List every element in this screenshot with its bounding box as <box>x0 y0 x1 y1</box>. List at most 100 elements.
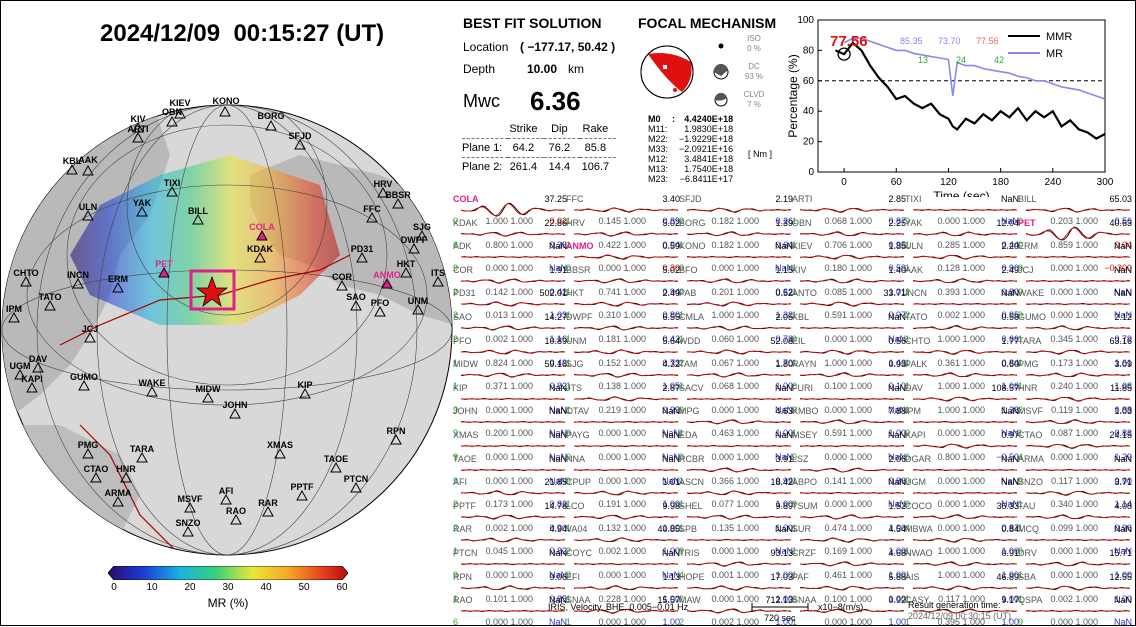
station-label-kip: KIP <box>297 380 312 390</box>
station-ratio: 1.16 <box>549 334 567 344</box>
station-waveform <box>1026 256 1130 259</box>
colorbar-tick: 50 <box>298 582 310 593</box>
station-weight: 1 <box>1018 334 1024 344</box>
plane-2-row: Plane 2: 261.4 14.4 106.7 <box>462 157 617 177</box>
station-code: COYC <box>566 548 593 558</box>
station-waveform <box>913 209 1017 212</box>
station-misfit: 0.101 1.000 <box>485 593 533 604</box>
station-panel: EIL 0.56 1 1.000 1.000 1.46 <box>792 336 906 368</box>
station-marker-pet <box>158 266 170 278</box>
station-misfit: 0.132 1.000 <box>598 522 646 533</box>
synthetic-trace <box>1026 256 1130 258</box>
amplitude-units: x10−8(m/s) <box>818 602 864 612</box>
station-code: RAYN <box>792 359 817 370</box>
station-code: EDA <box>679 430 698 440</box>
station-panel: EDA NaN 9 0.000 1.000 NaN <box>679 430 793 462</box>
top-value: 77.56 <box>976 36 999 46</box>
station-amplitude: 10.89 <box>544 335 567 346</box>
station-ratio: NaN <box>887 452 906 462</box>
station-code: MPG <box>679 406 700 417</box>
station-ratio: 0.86 <box>888 475 906 486</box>
station-panel: FURI NaN 9 0.000 1.000 NaN <box>792 383 906 415</box>
station-weight: 0 <box>566 263 572 274</box>
station-amplitude: 2.85 <box>888 194 906 204</box>
station-label-msvf: MSVF <box>177 494 203 504</box>
station-panel: KAPI 0.97 6 0.800 1.000 −0.50 <box>905 430 1019 462</box>
station-weight: 1 <box>792 263 798 274</box>
observed-trace <box>461 202 565 217</box>
station-ratio: 1.05 <box>662 381 680 392</box>
station-panel: RAYN 0.93 6 0.100 1.000 0.10 <box>792 359 906 391</box>
station-marker-snzo <box>182 525 194 537</box>
station-panel: LCO 9.98 1 0.132 1.000 1.00 <box>566 501 680 533</box>
station-label-kono: KONO <box>213 96 240 106</box>
depth-value: 10.00 <box>527 62 558 76</box>
station-amplitude: 15.57 <box>657 595 680 606</box>
station-amplitude: NaN <box>548 453 567 464</box>
station-ratio: 0.95 <box>1001 310 1019 321</box>
station-misfit: 0.393 1.000 <box>937 286 985 297</box>
station-misfit: 0.085 1.000 <box>824 286 872 297</box>
station-code: MSVF <box>1018 406 1044 417</box>
station-weight: 1 <box>905 570 911 580</box>
station-misfit: 1.000 1.000 <box>937 404 985 415</box>
station-label-ctao: CTAO <box>84 464 109 474</box>
station-code: SAO <box>453 312 473 322</box>
station-waveform <box>574 302 678 307</box>
station-code: SACV <box>679 382 704 393</box>
station-label-borg: BORG <box>258 111 285 121</box>
station-weight: 9 <box>679 452 685 462</box>
station-amplitude: NaN <box>1113 595 1132 606</box>
station-amplitude: NaN <box>661 430 680 440</box>
station-weight: 9 <box>1018 263 1024 274</box>
station-label-snzo: SNZO <box>175 518 200 528</box>
station-waveform <box>461 444 565 447</box>
station-weight: 9 <box>792 499 798 510</box>
station-waveform <box>1026 279 1130 282</box>
station-ratio: 1.00 <box>1114 593 1132 604</box>
station-marker-anmo <box>381 277 393 289</box>
station-misfit: 0.474 1.000 <box>824 522 872 533</box>
station-weight: 0 <box>453 216 459 226</box>
station-amplitude: 4.32 <box>662 359 680 370</box>
station-misfit: 0.000 1.000 <box>711 546 759 557</box>
station-panel: KIP NaN 9 0.000 1.000 NaN <box>453 383 567 415</box>
station-label-unm: UNM <box>408 296 429 306</box>
station-amplitude: 0.60 <box>1001 359 1019 370</box>
station-waveform <box>913 325 1017 330</box>
station-waveform <box>687 514 791 520</box>
station-waveform <box>461 325 565 331</box>
station-ratio: 0.42 <box>662 334 680 344</box>
tensor-row: M22: −1.9229E+18 <box>646 134 735 144</box>
synthetic-trace <box>913 303 1017 306</box>
station-ratio: 1.00 <box>775 522 793 533</box>
synthetic-trace <box>574 207 678 213</box>
station-weight: 2 <box>679 357 685 368</box>
station-panel: MCQ NaN 9 0.000 1.000 NaN <box>1018 524 1132 556</box>
station-label-arti: ARTI <box>128 124 149 134</box>
station-waveform <box>687 302 791 307</box>
station-weight: 1 <box>792 216 798 226</box>
synthetic-trace <box>1026 420 1130 425</box>
station-code: CTAO <box>1018 430 1043 440</box>
plane-1-strike: 64.2 <box>512 142 535 154</box>
station-amplitude: 7.88 <box>888 406 906 417</box>
station-label-gumo: GUMO <box>70 372 98 382</box>
station-panel: MAW 712.13 2 0.002 1.000 1.00 <box>679 595 793 627</box>
station-weight: 2 <box>453 310 459 321</box>
station-weight: 1 <box>905 357 911 368</box>
station-code: PMG <box>1018 359 1039 370</box>
result-time-value: 2024/12/09 00:30:15 (UT) <box>908 611 1012 621</box>
synthetic-trace <box>461 563 565 565</box>
station-ratio: 0.82 <box>549 499 567 510</box>
station-marker-taoe <box>330 461 342 473</box>
station-marker-kdak <box>254 251 266 263</box>
station-code: PALK <box>905 359 928 370</box>
station-ratio: 1.00 <box>775 381 793 392</box>
synthetic-trace <box>913 538 1017 543</box>
station-label-ptcn: PTCN <box>344 474 369 484</box>
station-code: KONO <box>679 241 706 252</box>
station-panel: COR 1.91 2 0.142 1.000 0.42 <box>453 265 567 297</box>
station-weight: 1 <box>905 546 911 557</box>
